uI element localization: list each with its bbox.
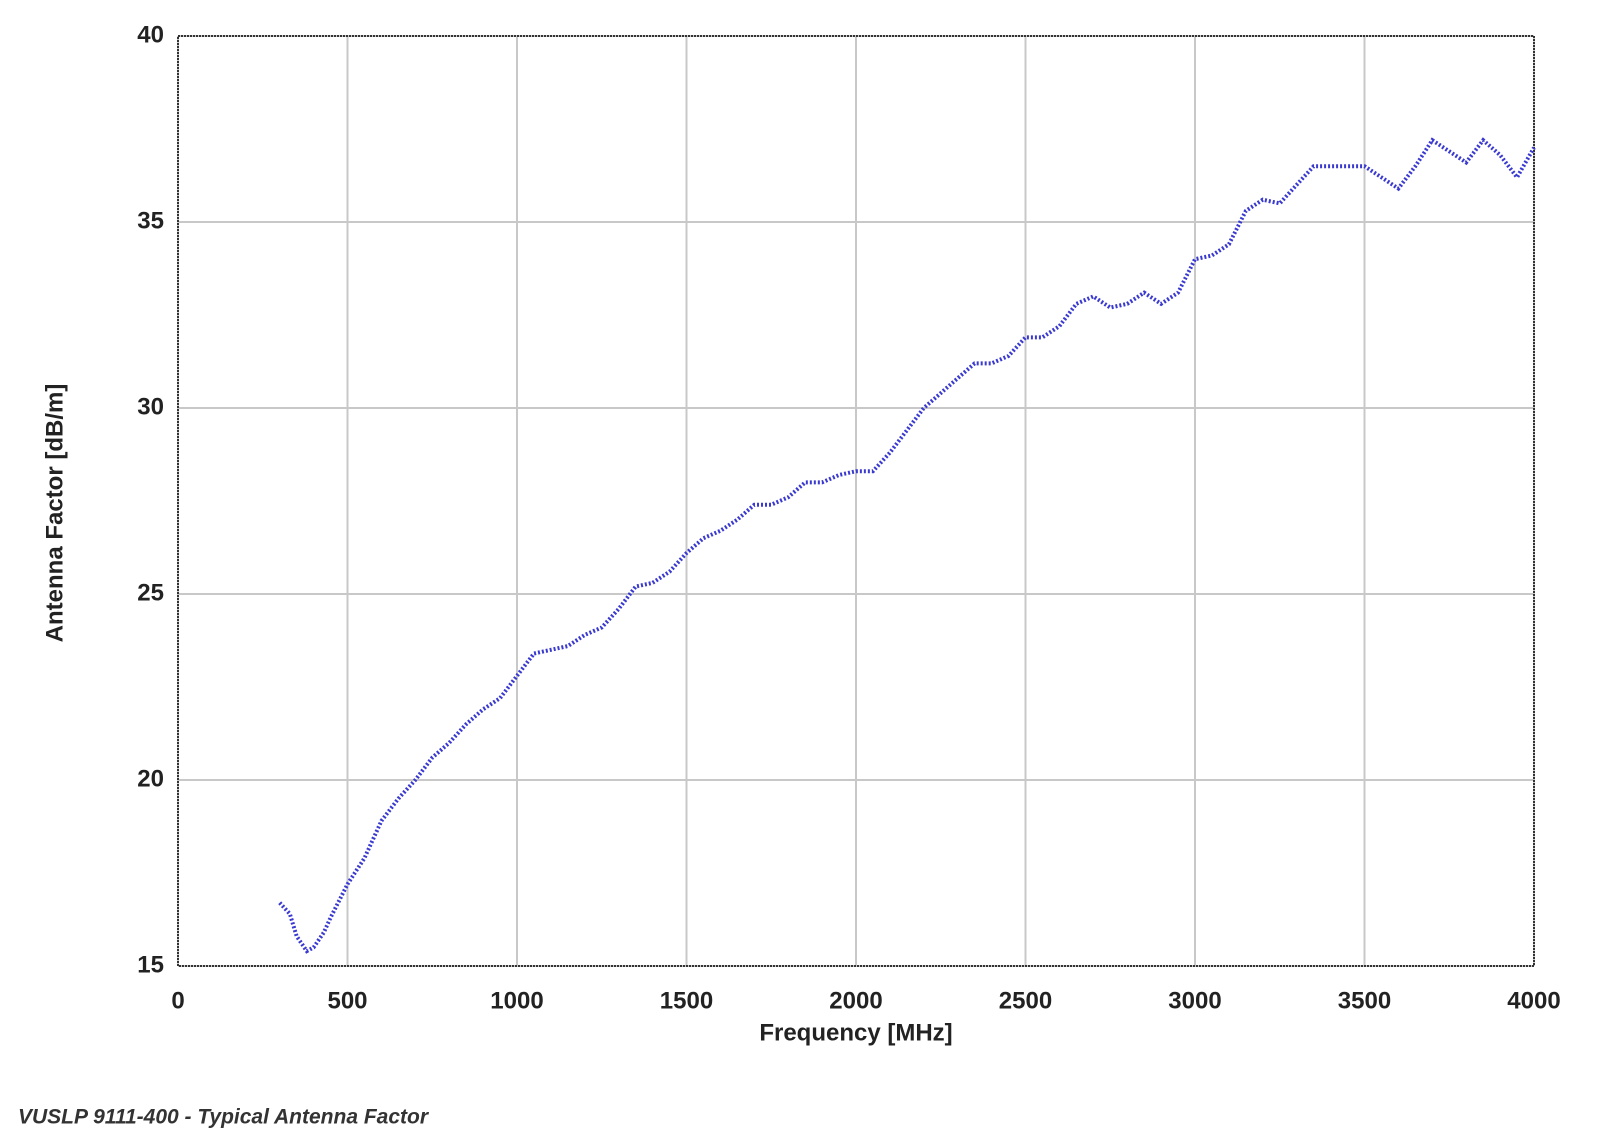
x-tick-label: 3500 <box>1338 987 1391 1014</box>
plot-frame <box>177 35 1535 967</box>
y-tick-label: 40 <box>137 21 164 48</box>
x-tick-label: 500 <box>327 987 367 1014</box>
x-tick-label: 1500 <box>660 987 713 1014</box>
data-line <box>278 137 1536 954</box>
x-tick-label: 2500 <box>999 987 1052 1014</box>
x-tick-label: 4000 <box>1507 987 1560 1014</box>
x-tick-label: 1000 <box>490 987 543 1014</box>
y-tick-label: 25 <box>137 579 164 606</box>
y-tick-label: 15 <box>137 951 164 978</box>
x-tick-label: 3000 <box>1168 987 1221 1014</box>
y-tick-label: 35 <box>137 207 164 234</box>
y-tick-label: 30 <box>137 393 164 420</box>
x-tick-label: 0 <box>171 987 184 1014</box>
x-axis-label: Frequency [MHz] <box>759 1019 952 1046</box>
y-axis-label: Antenna Factor [dB/m] <box>41 384 68 643</box>
caption: VUSLP 9111-400 - Typical Antenna Factor <box>18 1106 430 1129</box>
x-tick-label: 2000 <box>829 987 882 1014</box>
y-tick-label: 20 <box>137 765 164 792</box>
